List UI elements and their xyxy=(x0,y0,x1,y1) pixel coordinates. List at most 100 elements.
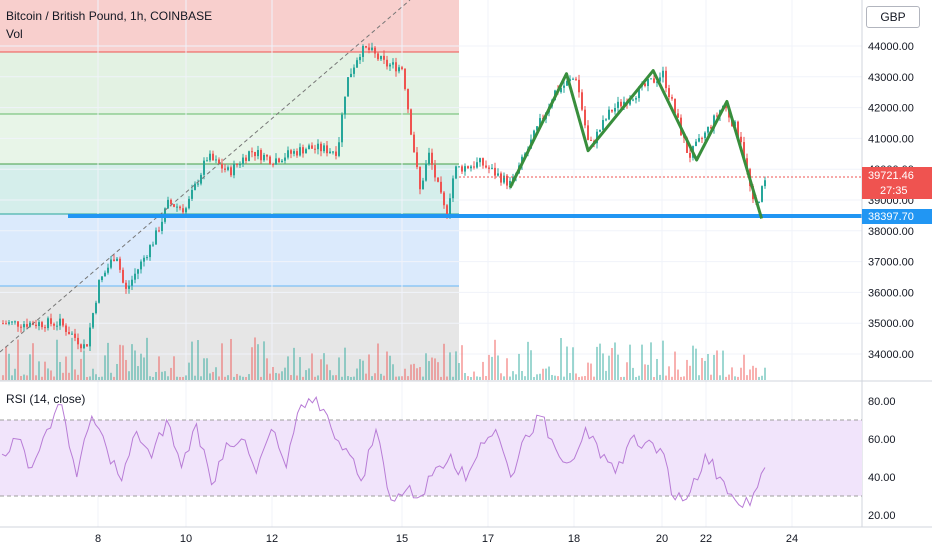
volume-bar xyxy=(74,369,76,380)
candle-body xyxy=(668,88,670,98)
volume-bar xyxy=(317,375,319,380)
volume-bar xyxy=(251,347,253,380)
volume-bar xyxy=(281,371,283,380)
volume-bar xyxy=(428,361,430,380)
volume-bar xyxy=(728,374,730,380)
candle-body xyxy=(41,322,43,328)
volume-bar xyxy=(512,371,514,380)
candle-body xyxy=(158,230,160,232)
volume-bar xyxy=(107,342,109,380)
volume-bar xyxy=(422,376,424,380)
candle-body xyxy=(398,67,400,72)
volume-bar xyxy=(590,363,592,380)
candle-body xyxy=(140,261,142,270)
time-tick-label: 12 xyxy=(266,533,278,545)
candle-body xyxy=(416,152,418,168)
volume-bar xyxy=(221,343,223,380)
rsi-tick-label: 40.00 xyxy=(868,472,896,484)
candle-body xyxy=(197,183,199,185)
volume-bar xyxy=(188,362,190,380)
volume-bar xyxy=(563,376,565,380)
volume-bar xyxy=(680,376,682,380)
volume-bar xyxy=(491,356,493,380)
volume-bar xyxy=(581,376,583,380)
candle-body xyxy=(170,199,172,205)
volume-bar xyxy=(476,376,478,380)
volume-bar xyxy=(50,370,52,380)
candle-body xyxy=(104,272,106,277)
volume-bar xyxy=(554,375,556,380)
volume-bar xyxy=(23,374,25,380)
candle-body xyxy=(704,132,706,139)
candle-body xyxy=(572,78,574,80)
volume-bar xyxy=(497,355,499,380)
volume-bar xyxy=(137,366,139,380)
volume-bar xyxy=(5,346,7,380)
candle-body xyxy=(743,142,745,159)
volume-bar xyxy=(152,376,154,380)
candle-body xyxy=(56,325,58,327)
volume-bar xyxy=(347,376,349,380)
volume-bar xyxy=(266,358,268,380)
support-price-tag-bg xyxy=(862,209,932,224)
volume-bar xyxy=(620,376,622,380)
candle-body xyxy=(209,153,211,161)
support-price-tag: 38397.70 xyxy=(862,209,932,224)
candle-body xyxy=(86,344,88,347)
volume-bar xyxy=(323,353,325,380)
time-tick-label: 24 xyxy=(786,533,798,545)
candle-body xyxy=(434,164,436,178)
time-tick-label: 17 xyxy=(482,533,494,545)
candle-body xyxy=(725,105,727,109)
volume-bar xyxy=(104,355,106,380)
currency-button[interactable]: GBP xyxy=(866,6,920,28)
candle-body xyxy=(569,79,571,82)
candle-body xyxy=(509,180,511,186)
volume-bar xyxy=(560,338,562,380)
volume-bar xyxy=(257,344,259,380)
volume-bar xyxy=(65,356,67,380)
candle-body xyxy=(311,145,313,149)
volume-bar xyxy=(350,376,352,380)
candle-body xyxy=(242,157,244,165)
volume-bar xyxy=(296,375,298,380)
candle-body xyxy=(455,166,457,179)
candle-body xyxy=(50,318,52,324)
volume-bar xyxy=(143,357,145,380)
candle-body xyxy=(332,151,334,153)
candle-body xyxy=(188,198,190,209)
candle-body xyxy=(560,87,562,93)
volume-bar xyxy=(518,353,520,380)
candle-body xyxy=(149,245,151,258)
volume-bar xyxy=(353,376,355,380)
volume-bar xyxy=(26,375,28,380)
candle-body xyxy=(710,126,712,129)
candle-body xyxy=(485,165,487,168)
chart-title: Bitcoin / British Pound, 1h, COINBASE xyxy=(6,9,213,23)
volume-bar xyxy=(425,353,427,380)
candle-body xyxy=(359,56,361,61)
volume-bar xyxy=(170,367,172,380)
volume-bar xyxy=(365,373,367,380)
candle-body xyxy=(314,148,316,150)
candle-body xyxy=(323,145,325,152)
candle-body xyxy=(629,100,631,105)
candle-body xyxy=(65,325,67,332)
volume-bar xyxy=(203,358,205,380)
candle-body xyxy=(263,154,265,161)
volume-bar xyxy=(500,373,502,380)
candle-body xyxy=(89,327,91,347)
volume-bar xyxy=(395,376,397,380)
volume-bar xyxy=(677,369,679,380)
volume-bar xyxy=(164,371,166,380)
volume-bar xyxy=(242,376,244,380)
volume-bar xyxy=(56,339,58,380)
fib-zone-grey xyxy=(0,286,459,381)
volume-bar xyxy=(758,376,760,380)
volume-bar xyxy=(521,371,523,380)
volume-bar xyxy=(302,376,304,380)
candle-body xyxy=(35,324,37,327)
candle-body xyxy=(14,321,16,323)
candle-body xyxy=(293,151,295,154)
volume-bar xyxy=(122,345,124,380)
